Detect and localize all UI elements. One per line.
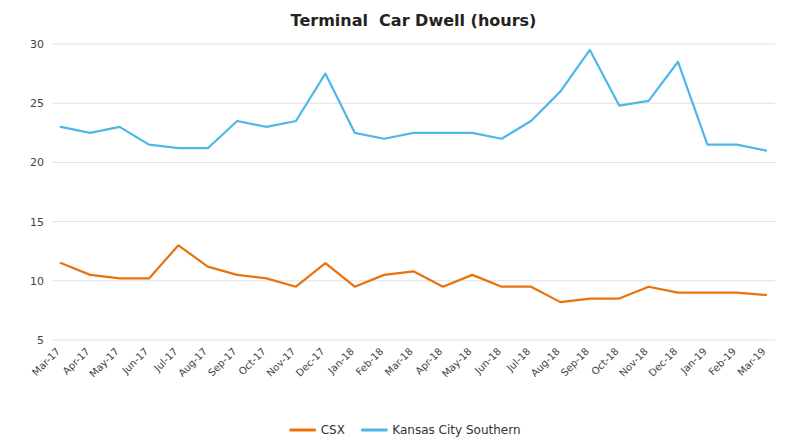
y-tick-label: 25 (30, 97, 44, 110)
lines (61, 50, 766, 302)
y-tick-label: 20 (30, 156, 44, 169)
legend-swatch (291, 429, 315, 432)
x-tick-label: May-17 (87, 346, 121, 380)
x-tick-label: Jul-17 (151, 346, 180, 375)
x-tick-label: Jun-17 (119, 346, 150, 377)
grid-line (52, 340, 775, 341)
x-tick-label: Feb-19 (706, 346, 738, 378)
x-tick-label: Dec-17 (294, 346, 327, 379)
x-tick-label: May-18 (440, 346, 474, 380)
x-tick-label: Jan-18 (325, 346, 356, 377)
grid-line (52, 103, 775, 104)
x-tick-label: Oct-18 (589, 346, 621, 378)
y-tick-label: 15 (30, 216, 44, 229)
x-tick-label: Aug-18 (529, 346, 562, 379)
x-tick-label: Nov-18 (617, 346, 650, 379)
y-tick-label: 10 (30, 275, 44, 288)
x-tick-label: Mar-17 (30, 346, 62, 378)
x-axis: Mar-17Apr-17May-17Jun-17Jul-17Aug-17Sep-… (30, 346, 768, 380)
series-line (61, 50, 766, 151)
legend-label: Kansas City Southern (392, 423, 520, 437)
grid-line (52, 162, 775, 163)
legend: CSX Kansas City Southern (291, 423, 521, 437)
x-tick-label: Oct-17 (236, 346, 268, 378)
x-tick-label: Sep-17 (206, 346, 239, 379)
x-tick-label: Jun-18 (472, 346, 503, 377)
x-tick-label: Feb-18 (354, 346, 386, 378)
x-tick-label: Jan-19 (678, 346, 709, 377)
background (0, 0, 793, 448)
legend-label: CSX (321, 423, 345, 437)
grid-line (52, 44, 775, 45)
grid-line (52, 221, 775, 222)
x-tick-label: Mar-18 (383, 346, 415, 378)
x-tick-label: Jul-18 (504, 346, 533, 375)
series-line (61, 245, 766, 302)
title: Terminal Car Dwell (hours) (291, 11, 537, 30)
x-tick-label: Aug-17 (176, 346, 209, 379)
x-tick-label: Mar-19 (735, 346, 767, 378)
chart: Terminal Car Dwell (hours) 5 10 15 20 25 30 Mar… (0, 0, 793, 448)
x-tick-label: Sep-18 (559, 346, 592, 379)
y-axis: 5 10 15 20 25 30 (30, 38, 775, 347)
grid-line (52, 280, 775, 281)
y-tick-label: 30 (30, 38, 44, 51)
legend-swatch (362, 429, 386, 432)
y-tick-label: 5 (37, 334, 44, 347)
x-tick-label: Dec-18 (646, 346, 679, 379)
x-tick-label: Nov-17 (264, 346, 297, 379)
